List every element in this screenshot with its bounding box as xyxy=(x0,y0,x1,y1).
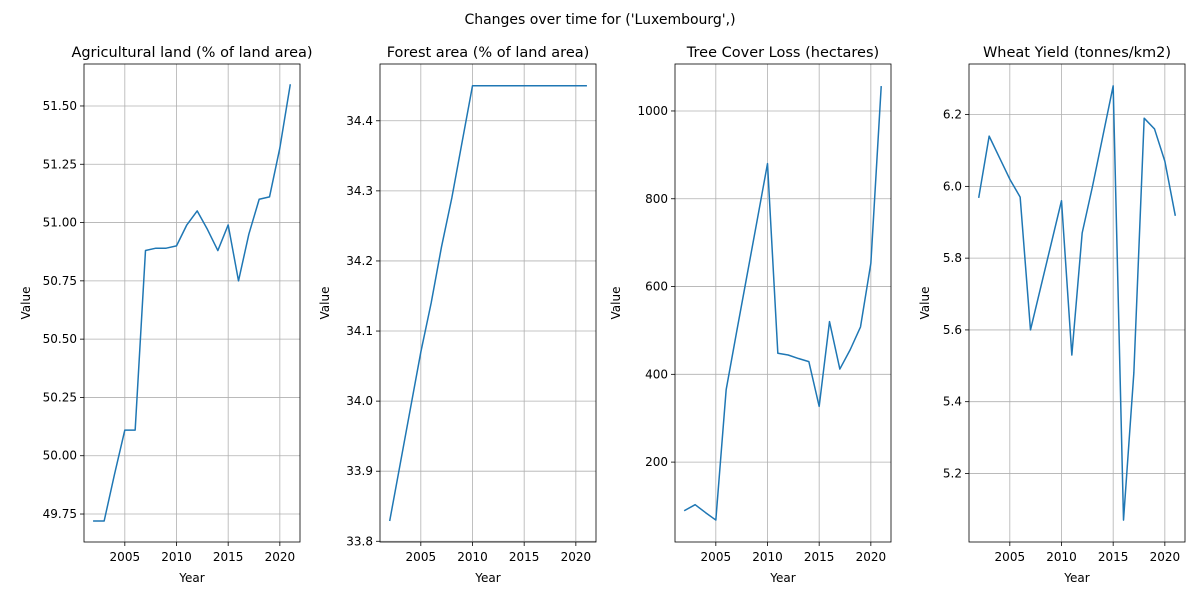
y-tick-label: 51.00 xyxy=(43,216,77,230)
y-tick-label: 49.75 xyxy=(43,507,77,521)
subplot-title: Tree Cover Loss (hectares) xyxy=(686,45,879,61)
x-tick-label: 2005 xyxy=(406,550,437,564)
y-tick-label: 600 xyxy=(645,280,668,294)
x-tick-label: 2005 xyxy=(701,550,732,564)
y-tick-label: 5.2 xyxy=(943,466,962,480)
y-tick-label: 50.50 xyxy=(43,332,77,346)
x-tick-label: 2015 xyxy=(804,550,835,564)
subplot-1: 2005 2010 2015 2020 49.75 50.00 50.25 50.50 50.7… xyxy=(19,45,313,585)
subplot-title: Forest area (% of land area) xyxy=(387,45,590,61)
y-axis-label: Value xyxy=(609,287,623,320)
x-tick-label: 2020 xyxy=(265,550,296,564)
y-tick-label: 34.4 xyxy=(346,114,373,128)
subplot-title: Agricultural land (% of land area) xyxy=(71,45,312,61)
y-tick-label: 34.0 xyxy=(346,394,373,408)
y-tick-label: 6.0 xyxy=(943,179,962,193)
y-tick-label: 5.6 xyxy=(943,323,962,337)
y-axis-label: Value xyxy=(918,287,932,320)
x-tick-label: 2015 xyxy=(509,550,540,564)
axes-frame xyxy=(674,63,892,543)
y-axis-label: Value xyxy=(19,287,33,320)
subplot-2: 2005 2010 2015 2020 33.8 33.9 34.0 34.1 34.2 34.3… xyxy=(318,45,597,585)
x-axis-label: Year xyxy=(1063,571,1089,585)
x-tick-label: 2010 xyxy=(457,550,488,564)
y-tick-label: 50.00 xyxy=(43,449,77,463)
axes-frame xyxy=(83,63,301,543)
y-tick-label: 34.3 xyxy=(346,184,373,198)
y-tick-label: 51.50 xyxy=(43,99,77,113)
x-tick-label: 2005 xyxy=(995,550,1026,564)
y-tick-label: 200 xyxy=(645,455,668,469)
subplot-3: 2005 2010 2015 2020 200 400 600 800 1000 Tree Cov… xyxy=(609,45,892,585)
x-axis-label: Year xyxy=(474,571,500,585)
series-line xyxy=(683,86,882,521)
x-tick-label: 2010 xyxy=(752,550,783,564)
y-tick-label: 400 xyxy=(645,367,668,381)
y-tick-label: 6.2 xyxy=(943,108,962,122)
x-tick-label: 2005 xyxy=(110,550,141,564)
y-tick-label: 1000 xyxy=(637,104,668,118)
x-axis-label: Year xyxy=(769,571,795,585)
y-tick-label: 34.1 xyxy=(346,324,373,338)
x-tick-label: 2015 xyxy=(213,550,244,564)
series-line xyxy=(93,84,292,522)
series-line xyxy=(977,85,1177,521)
x-tick-label: 2020 xyxy=(561,550,592,564)
y-tick-label: 34.2 xyxy=(346,254,373,268)
series-line xyxy=(388,84,587,522)
subplot-title: Wheat Yield (tonnes/km2) xyxy=(983,45,1171,61)
y-tick-label: 50.25 xyxy=(43,390,77,404)
y-tick-label: 33.9 xyxy=(346,464,373,478)
y-tick-label: 33.8 xyxy=(346,534,373,548)
x-tick-label: 2020 xyxy=(856,550,887,564)
figure-suptitle: Changes over time for ('Luxembourg',) xyxy=(464,12,735,28)
y-tick-label: 800 xyxy=(645,192,668,206)
y-axis-label: Value xyxy=(318,287,332,320)
axes-frame xyxy=(379,63,597,543)
y-tick-label: 5.8 xyxy=(943,251,962,265)
y-tick-label: 5.4 xyxy=(943,395,962,409)
x-tick-label: 2010 xyxy=(1046,550,1077,564)
subplot-4: 2005 2010 2015 2020 5.2 5.4 5.6 5.8 6.0 6.2 Wheat … xyxy=(918,45,1186,585)
axes-frame xyxy=(968,63,1186,543)
x-axis-label: Year xyxy=(178,571,204,585)
y-tick-label: 51.25 xyxy=(43,157,77,171)
y-tick-label: 50.75 xyxy=(43,274,77,288)
x-tick-label: 2020 xyxy=(1150,550,1181,564)
x-tick-label: 2015 xyxy=(1098,550,1129,564)
x-tick-label: 2010 xyxy=(161,550,192,564)
